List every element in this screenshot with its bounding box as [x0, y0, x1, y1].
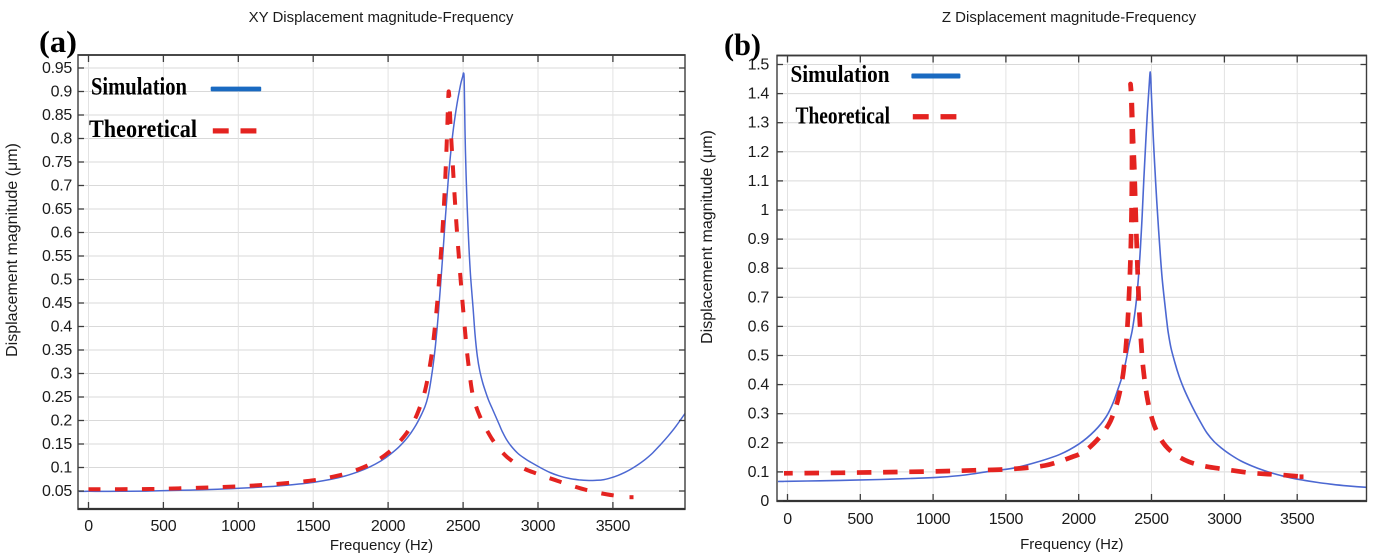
svg-text:1: 1 — [760, 202, 769, 219]
svg-text:(a): (a) — [39, 24, 77, 59]
svg-text:Simulation: Simulation — [91, 72, 187, 101]
svg-text:Frequency (Hz): Frequency (Hz) — [330, 537, 433, 554]
svg-text:0.65: 0.65 — [42, 201, 72, 218]
svg-text:0.8: 0.8 — [51, 131, 73, 148]
svg-text:1000: 1000 — [916, 511, 951, 528]
svg-text:0.8: 0.8 — [748, 260, 770, 277]
svg-text:Displacement magnitude (μm): Displacement magnitude (μm) — [699, 130, 716, 344]
svg-text:2000: 2000 — [1061, 511, 1096, 528]
svg-text:0.55: 0.55 — [42, 248, 72, 265]
svg-text:0.2: 0.2 — [51, 413, 73, 430]
svg-text:Displacement magnitude (μm): Displacement magnitude (μm) — [4, 143, 21, 357]
svg-text:500: 500 — [847, 511, 873, 528]
svg-text:1.2: 1.2 — [748, 144, 770, 161]
svg-text:1500: 1500 — [989, 511, 1024, 528]
svg-text:3500: 3500 — [596, 518, 631, 535]
svg-text:0.35: 0.35 — [42, 342, 72, 359]
svg-text:XY Displacement magnitude-Freq: XY Displacement magnitude-Frequency — [249, 9, 514, 26]
svg-text:2000: 2000 — [371, 518, 406, 535]
svg-text:3000: 3000 — [1207, 511, 1242, 528]
svg-text:1.4: 1.4 — [748, 86, 770, 103]
svg-text:0.15: 0.15 — [42, 436, 72, 453]
svg-text:0.7: 0.7 — [748, 289, 770, 306]
svg-text:3500: 3500 — [1280, 511, 1315, 528]
svg-text:0.7: 0.7 — [51, 178, 73, 195]
svg-text:0.45: 0.45 — [42, 295, 72, 312]
svg-text:0.75: 0.75 — [42, 154, 72, 171]
svg-text:1.1: 1.1 — [748, 173, 770, 190]
svg-text:0.1: 0.1 — [51, 460, 73, 477]
svg-text:Frequency (Hz): Frequency (Hz) — [1020, 536, 1123, 553]
svg-text:0.4: 0.4 — [748, 377, 770, 394]
svg-text:500: 500 — [151, 518, 177, 535]
svg-text:0.2: 0.2 — [748, 435, 770, 452]
svg-text:Theoretical: Theoretical — [89, 114, 197, 143]
svg-text:0: 0 — [84, 518, 93, 535]
svg-text:0: 0 — [783, 511, 792, 528]
svg-text:0.1: 0.1 — [748, 464, 770, 481]
svg-text:0.4: 0.4 — [51, 319, 73, 336]
svg-text:0.9: 0.9 — [748, 231, 770, 248]
svg-text:0.3: 0.3 — [51, 366, 73, 383]
svg-text:3000: 3000 — [521, 518, 556, 535]
svg-text:2500: 2500 — [1134, 511, 1169, 528]
svg-text:0.25: 0.25 — [42, 389, 72, 406]
svg-text:1000: 1000 — [221, 518, 256, 535]
svg-text:0.5: 0.5 — [51, 272, 73, 289]
svg-text:Z Displacement magnitude-Frequ: Z Displacement magnitude-Frequency — [942, 9, 1197, 26]
svg-text:1.3: 1.3 — [748, 115, 770, 132]
svg-text:2500: 2500 — [446, 518, 481, 535]
svg-text:0.6: 0.6 — [748, 318, 770, 335]
svg-text:0.05: 0.05 — [42, 483, 72, 500]
svg-text:0.5: 0.5 — [748, 348, 770, 365]
svg-text:0.6: 0.6 — [51, 225, 73, 242]
svg-text:Theoretical: Theoretical — [796, 103, 891, 130]
svg-text:1.5: 1.5 — [748, 57, 770, 74]
svg-text:0.3: 0.3 — [748, 406, 770, 423]
svg-text:1500: 1500 — [296, 518, 331, 535]
svg-text:Simulation: Simulation — [791, 61, 890, 88]
svg-text:0.95: 0.95 — [42, 60, 72, 77]
svg-text:(b): (b) — [724, 27, 761, 62]
svg-text:0.9: 0.9 — [51, 84, 73, 101]
svg-text:0: 0 — [760, 493, 769, 510]
svg-text:0.85: 0.85 — [42, 107, 72, 124]
